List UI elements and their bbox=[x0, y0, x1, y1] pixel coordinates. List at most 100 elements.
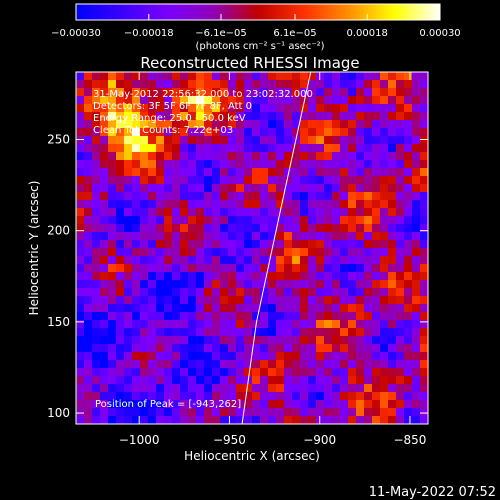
heatmap-cell bbox=[252, 280, 261, 289]
heatmap-cell bbox=[188, 184, 197, 193]
heatmap-cell bbox=[252, 256, 261, 265]
heatmap-cell bbox=[172, 128, 181, 137]
heatmap-cell bbox=[356, 368, 365, 377]
heatmap-cell bbox=[308, 384, 317, 393]
heatmap-cell bbox=[148, 144, 157, 153]
heatmap-cell bbox=[196, 176, 205, 185]
heatmap-cell bbox=[292, 296, 301, 305]
heatmap-cell bbox=[420, 344, 428, 353]
heatmap-cell bbox=[244, 112, 253, 121]
heatmap-cell bbox=[292, 400, 301, 409]
heatmap-cell bbox=[276, 112, 285, 121]
heatmap-cell bbox=[356, 80, 365, 89]
heatmap-cell bbox=[220, 168, 229, 177]
heatmap-cell bbox=[420, 272, 428, 281]
heatmap-cell bbox=[372, 240, 381, 249]
heatmap-cell bbox=[420, 352, 428, 361]
heatmap-cell bbox=[212, 144, 221, 153]
heatmap-cell bbox=[300, 272, 309, 281]
heatmap-cell bbox=[268, 216, 277, 225]
heatmap-cell bbox=[372, 248, 381, 257]
heatmap-cell bbox=[204, 400, 213, 409]
heatmap-cell bbox=[324, 328, 333, 337]
heatmap-cell bbox=[292, 88, 301, 97]
heatmap-cell bbox=[228, 216, 237, 225]
heatmap-cell bbox=[148, 200, 157, 209]
heatmap-cell bbox=[204, 232, 213, 241]
heatmap-cell bbox=[396, 72, 405, 81]
heatmap-cell bbox=[420, 304, 428, 313]
heatmap-cell bbox=[92, 168, 101, 177]
heatmap-cell bbox=[308, 320, 317, 329]
heatmap-cell bbox=[332, 168, 341, 177]
heatmap-cell bbox=[332, 392, 341, 401]
heatmap-cell bbox=[228, 224, 237, 233]
heatmap-cell bbox=[92, 312, 101, 321]
heatmap-cell bbox=[220, 200, 229, 209]
heatmap-cell bbox=[124, 208, 133, 217]
heatmap-cell bbox=[92, 336, 101, 345]
heatmap-cell bbox=[268, 328, 277, 337]
heatmap-cell bbox=[252, 384, 261, 393]
heatmap-cell bbox=[84, 312, 93, 321]
heatmap-cell bbox=[268, 168, 277, 177]
heatmap-cell bbox=[220, 216, 229, 225]
heatmap-cell bbox=[260, 192, 269, 201]
heatmap-cell bbox=[212, 88, 221, 97]
heatmap-cell bbox=[244, 80, 253, 89]
heatmap-cell bbox=[292, 136, 301, 145]
heatmap-cell bbox=[140, 200, 149, 209]
heatmap-cell bbox=[76, 248, 85, 257]
heatmap-cell bbox=[380, 368, 389, 377]
heatmap-cell bbox=[204, 312, 213, 321]
heatmap-cell bbox=[372, 392, 381, 401]
heatmap-cell bbox=[116, 392, 125, 401]
heatmap-cell bbox=[332, 408, 341, 417]
heatmap-cell bbox=[284, 320, 293, 329]
heatmap-cell bbox=[396, 184, 405, 193]
heatmap-cell bbox=[156, 296, 165, 305]
heatmap-cell bbox=[244, 280, 253, 289]
heatmap-cell bbox=[164, 240, 173, 249]
heatmap-cell bbox=[332, 240, 341, 249]
heatmap-cell bbox=[372, 176, 381, 185]
heatmap-cell bbox=[132, 376, 141, 385]
heatmap-cell bbox=[356, 264, 365, 273]
heatmap-cell bbox=[284, 136, 293, 145]
heatmap-cell bbox=[308, 88, 317, 97]
heatmap-cell bbox=[300, 256, 309, 265]
heatmap-cell bbox=[332, 368, 341, 377]
heatmap-cell bbox=[292, 80, 301, 89]
heatmap-cell bbox=[100, 240, 109, 249]
heatmap-cell bbox=[420, 88, 428, 97]
heatmap-cell bbox=[348, 120, 357, 129]
heatmap-cell bbox=[236, 264, 245, 273]
heatmap-cell bbox=[140, 248, 149, 257]
heatmap-cell bbox=[324, 400, 333, 409]
heatmap-cell bbox=[124, 392, 133, 401]
heatmap-cell bbox=[84, 240, 93, 249]
heatmap-cell bbox=[308, 120, 317, 129]
heatmap-cell bbox=[340, 352, 349, 361]
heatmap-cell bbox=[388, 280, 397, 289]
heatmap-cell bbox=[164, 184, 173, 193]
heatmap-cell bbox=[348, 304, 357, 313]
heatmap-cell bbox=[348, 320, 357, 329]
heatmap-cell bbox=[292, 240, 301, 249]
heatmap-cell bbox=[324, 88, 333, 97]
heatmap-cell bbox=[412, 200, 421, 209]
heatmap-cell bbox=[76, 392, 85, 401]
colorbar-tick-label: −6.1e−05 bbox=[195, 28, 247, 39]
heatmap-cell bbox=[196, 280, 205, 289]
heatmap-cell bbox=[420, 392, 428, 401]
heatmap-cell bbox=[84, 320, 93, 329]
heatmap-cell bbox=[348, 112, 357, 121]
heatmap-cell bbox=[372, 128, 381, 137]
heatmap-cell bbox=[276, 88, 285, 97]
heatmap-cell bbox=[172, 344, 181, 353]
heatmap-cell bbox=[172, 200, 181, 209]
heatmap-cell bbox=[156, 224, 165, 233]
heatmap-cell bbox=[244, 240, 253, 249]
heatmap-cell bbox=[364, 392, 373, 401]
